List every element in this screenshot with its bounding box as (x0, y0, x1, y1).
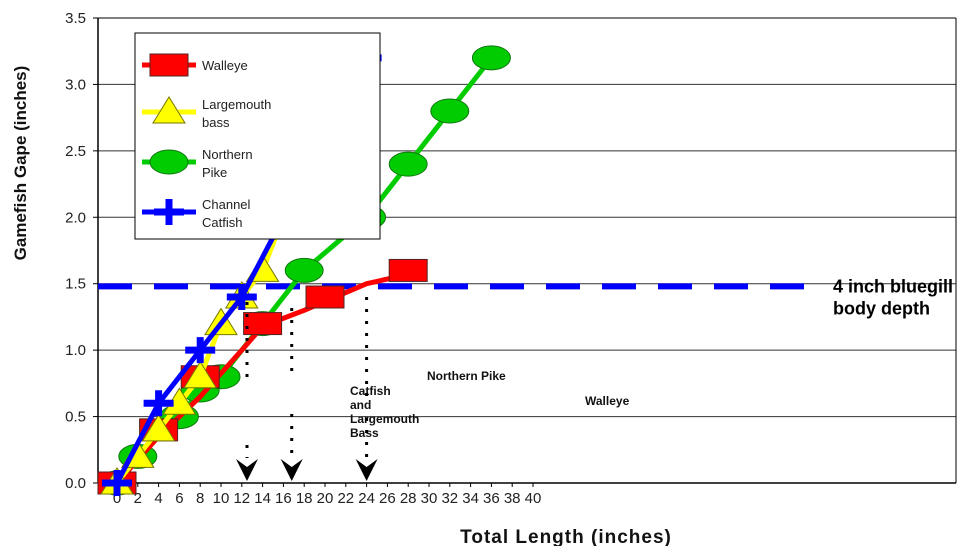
annotation-text: Catfish (350, 384, 391, 398)
y-tick-label: 2.5 (65, 143, 86, 160)
x-tick-label: 36 (483, 490, 500, 507)
x-tick-label: 2 (134, 490, 142, 507)
data-point-channel-catfish (185, 337, 216, 364)
series-line-walleye (115, 271, 409, 485)
y-tick-label: 0.0 (65, 475, 86, 492)
data-point-channel-catfish (143, 390, 174, 417)
y-tick-label: 2.0 (65, 209, 86, 226)
legend-swatch-marker (149, 149, 189, 175)
annotation-1: Northern Pike (280, 308, 506, 481)
legend-label: Walleye (202, 58, 248, 73)
legend-swatch-marker (154, 199, 184, 225)
y-tick-label: 1.5 (65, 276, 86, 293)
x-tick-labels: 0 2 4 6 8 10 12 14 16 18 20 22 24 26 28 30 32 34 36 38 40 (113, 483, 542, 507)
data-point-walleye (388, 258, 428, 282)
data-point-channel-catfish (102, 470, 132, 496)
legend-label: bass (202, 115, 230, 130)
x-tick-label: 4 (154, 490, 162, 507)
data-point-northern-pike (284, 257, 324, 283)
data-point-largemouth-bass (183, 360, 218, 389)
annotation-text: Northern Pike (427, 369, 506, 383)
annotation-text: Bass (350, 426, 379, 440)
legend-label: Northern (202, 147, 253, 162)
y-tick-labels: 0.0 0.5 1.0 1.5 2.0 2.5 3.0 3.5 (65, 10, 98, 492)
x-tick-label: 0 (113, 490, 121, 507)
x-tick-label: 28 (400, 490, 417, 507)
data-point-walleye (305, 285, 345, 309)
legend-label: Largemouth (202, 97, 271, 112)
legend-label: Catfish (202, 215, 242, 230)
annotation-text: Walleye (585, 394, 630, 408)
legend-item-northern-pike: Northern Pike (142, 147, 253, 180)
x-tick-label: 40 (525, 490, 542, 507)
axes (97, 17, 957, 484)
legend-item-channel-catfish: Channel Catfish (142, 197, 251, 230)
x-tick-label: 30 (421, 490, 438, 507)
legend-label: Pike (202, 165, 227, 180)
annotation-arrow (236, 459, 258, 481)
x-tick-label: 12 (233, 490, 250, 507)
legend-item-walleye: Walleye (142, 53, 248, 77)
x-tick-label: 14 (254, 490, 271, 507)
y-tick-label: 3.5 (65, 10, 86, 27)
annotation-text: and (350, 398, 371, 412)
x-tick-label: 32 (441, 490, 458, 507)
data-point-largemouth-bass (141, 413, 176, 442)
y-tick-label: 3.0 (65, 76, 86, 93)
data-point-northern-pike (430, 98, 470, 124)
x-axis-title: Total Length (inches) (460, 527, 672, 546)
reference-label-line2: body depth (833, 298, 930, 318)
x-tick-label: 22 (337, 490, 354, 507)
x-tick-label: 10 (213, 490, 230, 507)
y-tick-label: 0.5 (65, 409, 86, 426)
legend-swatch-marker (152, 96, 186, 124)
y-axis-title: Gamefish Gape (inches) (11, 66, 30, 261)
legend-label: Channel (202, 197, 251, 212)
annotation-2: Walleye (355, 297, 630, 481)
annotation-arrow (280, 459, 303, 481)
data-point-walleye (243, 312, 283, 336)
annotation-text: Largemouth (350, 412, 419, 426)
legend-item-largemouth-bass: Largemouth bass (142, 96, 271, 130)
x-tick-label: 18 (296, 490, 313, 507)
x-tick-label: 26 (379, 490, 396, 507)
reference-label-line1: 4 inch bluegill (833, 276, 953, 296)
data-point-channel-catfish (226, 284, 257, 310)
x-tick-label: 6 (175, 490, 183, 507)
x-tick-label: 8 (196, 490, 204, 507)
data-point-northern-pike (471, 45, 511, 71)
y-tick-label: 1.0 (65, 342, 86, 359)
legend-swatch-marker (149, 53, 189, 77)
x-tick-label: 16 (275, 490, 292, 507)
data-point-northern-pike (388, 151, 428, 177)
annotation-arrow (355, 459, 378, 481)
x-tick-label: 38 (504, 490, 521, 507)
x-tick-label: 20 (317, 490, 334, 507)
x-tick-label: 34 (462, 490, 479, 507)
x-tick-label: 24 (358, 490, 375, 507)
legend: Walleye Largemouth bass Northern Pike Channel… (134, 32, 381, 240)
